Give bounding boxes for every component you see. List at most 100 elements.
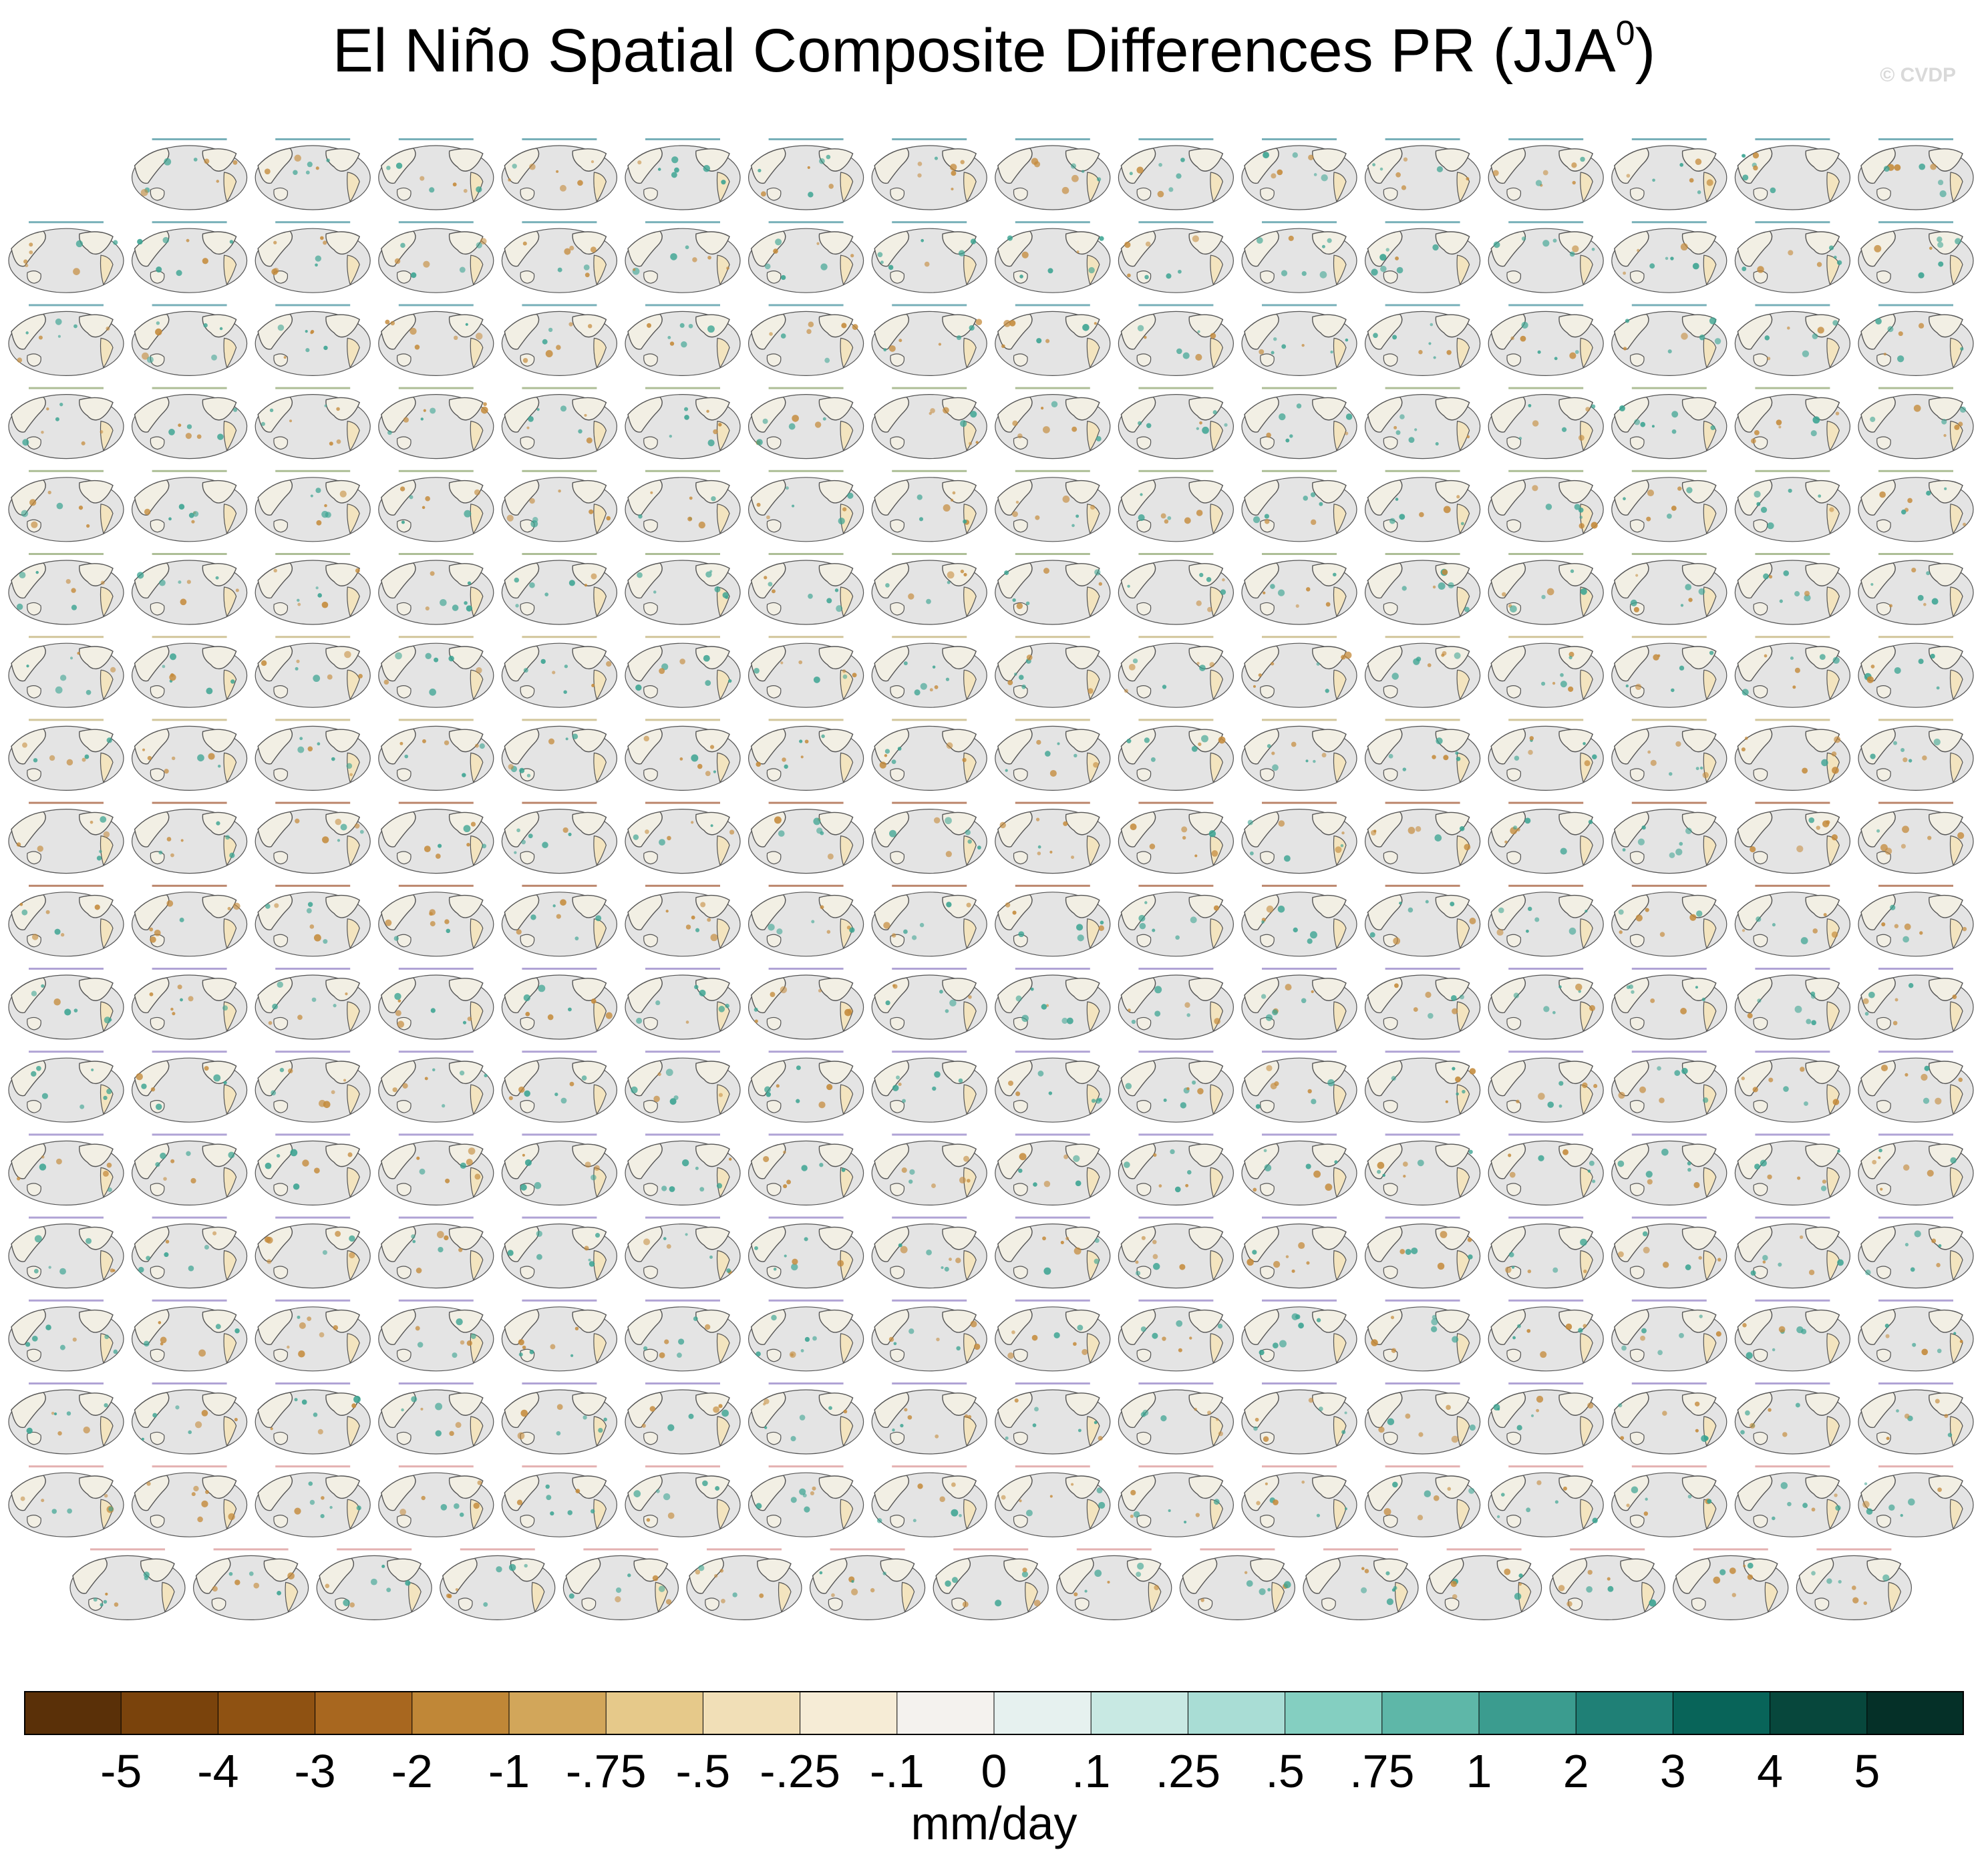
panel-caption xyxy=(1138,1299,1214,1302)
wet-anomaly-patch xyxy=(773,1268,777,1271)
wet-anomaly-patch xyxy=(667,336,671,339)
wet-anomaly-patch xyxy=(1513,825,1518,830)
wet-anomaly-patch xyxy=(1253,1426,1258,1431)
continent-south-america xyxy=(531,1581,545,1613)
continent-australia xyxy=(1260,270,1275,284)
dry-anomaly-patch xyxy=(1253,1187,1257,1192)
continent-north-america xyxy=(1681,1475,1717,1499)
wet-anomaly-patch xyxy=(1301,270,1307,276)
wet-anomaly-patch xyxy=(836,605,843,612)
wet-anomaly-patch xyxy=(1166,273,1172,279)
wet-anomaly-patch xyxy=(1334,1160,1338,1164)
dry-anomaly-patch xyxy=(1433,1495,1440,1501)
wet-anomaly-patch xyxy=(1760,1159,1767,1167)
dry-anomaly-patch xyxy=(383,679,389,685)
wet-anomaly-patch xyxy=(1493,241,1500,248)
wet-anomaly-patch xyxy=(1794,591,1800,597)
continent-south-america xyxy=(347,1333,360,1364)
dry-anomaly-patch xyxy=(1088,688,1094,694)
map-panel xyxy=(1118,1382,1234,1455)
map-panel xyxy=(8,801,124,874)
wet-anomaly-patch xyxy=(178,580,182,584)
wet-anomaly-patch xyxy=(1261,920,1265,924)
wet-anomaly-patch xyxy=(1806,1018,1812,1024)
wet-anomaly-patch xyxy=(1075,924,1084,931)
continent-asia xyxy=(750,1143,786,1179)
wet-anomaly-patch xyxy=(967,839,972,844)
dry-anomaly-patch xyxy=(917,173,922,178)
wet-anomaly-patch xyxy=(1202,426,1209,434)
continent-south-america xyxy=(100,420,114,451)
wet-anomaly-patch xyxy=(1096,177,1102,182)
panel-caption xyxy=(1878,1465,1953,1468)
wet-anomaly-patch xyxy=(1876,829,1880,833)
colorbar-swatch xyxy=(411,1691,510,1735)
continent-australia xyxy=(211,1598,226,1612)
continent-asia xyxy=(1737,645,1773,682)
panel-caption xyxy=(768,636,844,638)
wet-anomaly-patch xyxy=(583,1415,587,1420)
wet-anomaly-patch xyxy=(567,1510,572,1515)
dry-anomaly-patch xyxy=(892,984,896,987)
dry-anomaly-patch xyxy=(65,578,71,584)
wet-anomaly-patch xyxy=(1575,350,1579,354)
wet-anomaly-patch xyxy=(1140,1326,1146,1332)
panel-caption xyxy=(275,801,351,804)
wet-anomaly-patch xyxy=(1586,1585,1593,1593)
continent-north-america xyxy=(510,1558,545,1582)
continent-south-america xyxy=(1086,504,1100,535)
wet-anomaly-patch xyxy=(956,1346,961,1351)
continent-north-america xyxy=(1681,1309,1717,1333)
continent-asia xyxy=(504,894,540,930)
wet-anomaly-patch xyxy=(1139,922,1146,930)
dry-anomaly-patch xyxy=(606,661,612,667)
wet-anomaly-patch xyxy=(1637,838,1645,846)
continent-asia xyxy=(134,811,170,848)
wet-anomaly-patch xyxy=(1618,909,1624,915)
map-panel xyxy=(8,221,124,293)
wet-anomaly-patch xyxy=(299,737,303,741)
panel-caption xyxy=(29,1216,104,1219)
panel-caption xyxy=(29,221,104,224)
dry-anomaly-patch xyxy=(1403,157,1408,162)
dry-anomaly-patch xyxy=(1049,1495,1053,1498)
continent-asia xyxy=(1860,396,1896,433)
panel-caption xyxy=(1262,304,1337,307)
wet-anomaly-patch xyxy=(595,915,602,922)
dry-anomaly-patch xyxy=(1894,164,1901,171)
dry-anomaly-patch xyxy=(1464,844,1471,851)
wet-anomaly-patch xyxy=(524,1090,531,1097)
continent-south-america xyxy=(223,669,237,701)
dry-anomaly-patch xyxy=(1413,1007,1418,1012)
dry-anomaly-patch xyxy=(1259,349,1265,355)
continent-australia xyxy=(27,602,41,616)
wet-anomaly-patch xyxy=(716,1183,723,1189)
map-panel xyxy=(378,1051,494,1123)
continent-asia xyxy=(1614,1309,1649,1345)
continent-north-america xyxy=(1435,148,1470,172)
map-panel xyxy=(255,801,371,874)
continent-australia xyxy=(1629,187,1645,201)
map-panel xyxy=(1118,968,1234,1040)
dry-anomaly-patch xyxy=(235,588,239,592)
dry-anomaly-patch xyxy=(782,1150,786,1154)
dry-anomaly-patch xyxy=(963,572,967,577)
dry-anomaly-patch xyxy=(1071,426,1078,432)
wet-anomaly-patch xyxy=(563,690,567,694)
panel-caption xyxy=(398,801,474,804)
wet-anomaly-patch xyxy=(1037,1071,1044,1077)
wet-anomaly-patch xyxy=(756,439,763,445)
panel-caption xyxy=(152,1299,227,1302)
dry-anomaly-patch xyxy=(760,191,766,197)
continent-australia xyxy=(766,685,782,699)
wet-anomaly-patch xyxy=(482,844,487,849)
wet-anomaly-patch xyxy=(1319,502,1323,506)
dry-anomaly-patch xyxy=(1635,914,1643,922)
dry-anomaly-patch xyxy=(1130,1489,1136,1496)
wet-anomaly-patch xyxy=(1399,514,1405,520)
map-panel xyxy=(8,1465,124,1537)
continent-australia xyxy=(1260,1266,1275,1280)
panel-caption xyxy=(1508,719,1584,721)
wet-anomaly-patch xyxy=(685,1233,688,1236)
continent-asia xyxy=(565,1557,601,1594)
